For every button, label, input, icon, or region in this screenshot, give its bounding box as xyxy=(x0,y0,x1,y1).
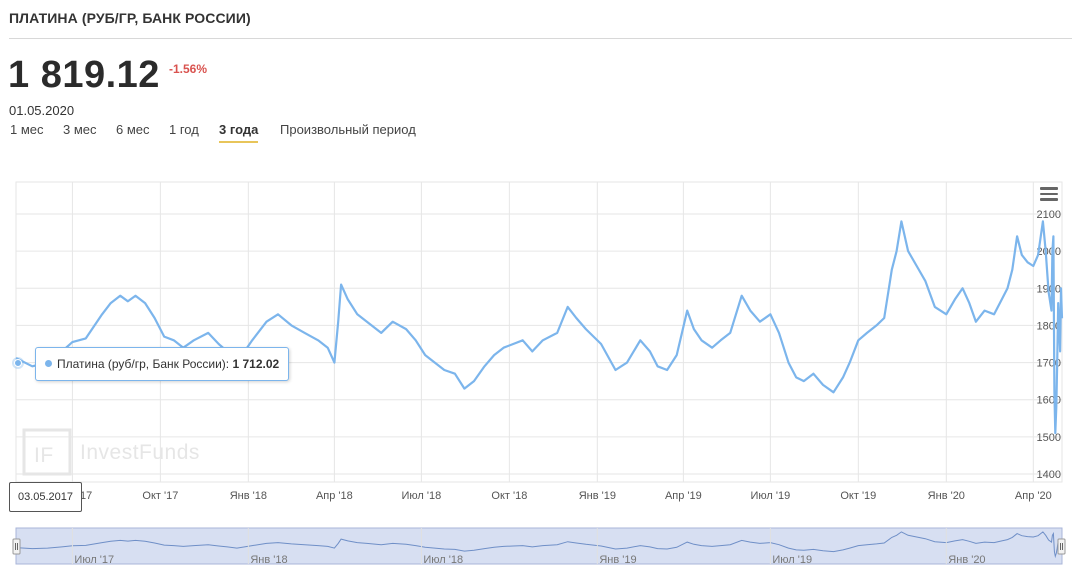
period-3-years[interactable]: 3 года xyxy=(219,122,259,143)
watermark-box-letters: IF xyxy=(34,444,54,467)
x-tick-label: Янв '20 xyxy=(928,490,965,502)
period-1-month[interactable]: 1 мес xyxy=(10,122,44,137)
crosshair-date-label: 03.05.2017 xyxy=(9,482,82,512)
x-tick-label: Окт '19 xyxy=(840,490,876,502)
y-tick-label: 2100 xyxy=(1037,209,1061,221)
navigator-tick-label: Янв '19 xyxy=(599,554,636,566)
x-tick-label: Апр '18 xyxy=(316,490,353,502)
y-tick-label: 2000 xyxy=(1037,246,1061,258)
navigator-handle-left[interactable] xyxy=(12,538,21,555)
tooltip-series-name: Платина (руб/гр, Банк России): xyxy=(57,357,230,371)
navigator-handle-right[interactable] xyxy=(1057,538,1066,555)
navigator-series-line xyxy=(15,531,1063,559)
hamburger-icon[interactable] xyxy=(1040,187,1058,203)
x-tick-label: Янв '19 xyxy=(579,490,616,502)
price-date: 01.05.2020 xyxy=(9,103,75,118)
x-tick-label: Янв '18 xyxy=(230,490,267,502)
navigator-tick-label: Июл '18 xyxy=(423,554,463,566)
x-tick-label: Апр '20 xyxy=(1015,490,1052,502)
period-6-months[interactable]: 6 мес xyxy=(116,122,150,137)
x-tick-label: Июл '19 xyxy=(751,490,791,502)
hover-marker xyxy=(14,359,22,367)
current-price: 1 819.12 xyxy=(8,54,160,96)
navigator-handle-left-box[interactable] xyxy=(12,538,21,555)
navigator-tick-label: Янв '20 xyxy=(948,554,985,566)
watermark-logo: IF InvestFunds xyxy=(22,428,200,476)
watermark-text: InvestFunds xyxy=(80,441,200,464)
plot-area xyxy=(15,181,1063,483)
navigator-handle-right-box[interactable] xyxy=(1057,538,1066,555)
hamburger-bar xyxy=(1040,192,1058,195)
price-change: -1.56% xyxy=(169,62,208,76)
period-custom[interactable]: Произвольный период xyxy=(280,122,416,137)
x-tick-label: Июл '18 xyxy=(402,490,442,502)
watermark-box xyxy=(22,428,72,476)
navigator-tick-label: Июл '19 xyxy=(772,554,812,566)
hamburger-bar xyxy=(1040,198,1058,201)
period-3-months[interactable]: 3 мес xyxy=(63,122,97,137)
x-tick-label: Апр '19 xyxy=(665,490,702,502)
y-tick-label: 1500 xyxy=(1037,432,1061,444)
navigator-tick-label: Янв '18 xyxy=(250,554,287,566)
y-tick-label: 1400 xyxy=(1037,469,1061,481)
chart-tooltip: Платина (руб/гр, Банк России): 1 712.02 xyxy=(35,347,290,381)
title-divider xyxy=(9,38,1072,39)
x-tick-label: Окт '17 xyxy=(142,490,178,502)
x-tick-label: Окт '18 xyxy=(491,490,527,502)
series-dot-icon xyxy=(45,360,52,367)
navigator-axis-labels: Июл '17 Янв '18 Июл '18 Янв '19 Июл '19 Янв '… xyxy=(71,528,986,566)
page-title: ПЛАТИНА (РУБ/ГР, БАНК РОССИИ) xyxy=(9,10,251,26)
tooltip-value: 1 712.02 xyxy=(232,357,280,371)
hamburger-bar xyxy=(1040,187,1058,190)
x-grid xyxy=(71,182,1034,482)
navigator-tick-label: Июл '17 xyxy=(74,554,114,566)
period-1-year[interactable]: 1 год xyxy=(169,122,199,137)
